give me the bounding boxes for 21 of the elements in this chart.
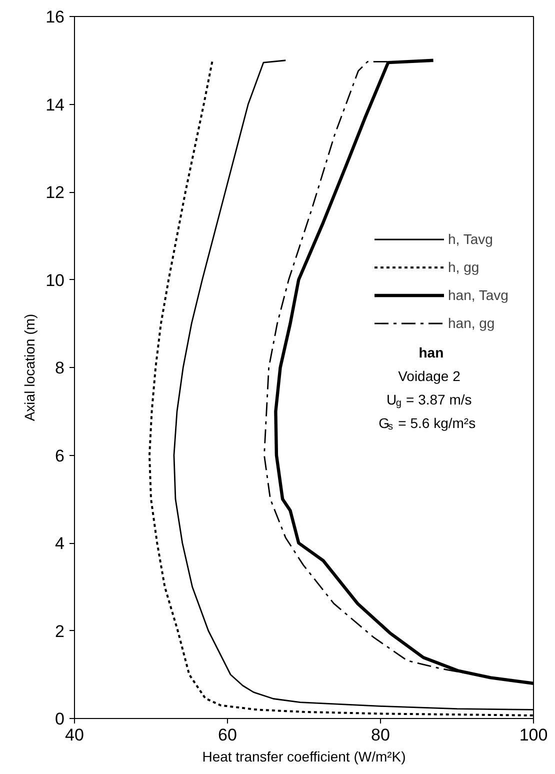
x-tick-label: 100 <box>519 726 548 744</box>
y-tick-label: 8 <box>55 358 65 378</box>
legend-label: han, gg <box>448 315 495 331</box>
y-tick-label: 6 <box>55 446 65 466</box>
x-tick-label: 60 <box>218 726 237 744</box>
y-tick-label: 16 <box>46 8 65 26</box>
legend-label: h, gg <box>448 259 480 275</box>
y-tick-label: 10 <box>46 270 65 290</box>
y-tick-label: 14 <box>46 95 65 114</box>
annotation: han <box>418 344 444 360</box>
x-tick-label: 40 <box>65 726 84 744</box>
y-axis-title: Axial location (m) <box>22 314 38 422</box>
legend-label: han, Tavg <box>448 287 508 303</box>
x-tick-label: 80 <box>371 726 390 744</box>
x-axis-title: Heat transfer coefficient (W/m²K) <box>202 748 406 764</box>
legend-label: h, Tavg <box>448 231 493 247</box>
y-tick-label: 2 <box>55 622 65 641</box>
y-tick-label: 4 <box>55 534 65 553</box>
y-tick-label: 0 <box>55 710 65 728</box>
annotation: Voidage 2 <box>398 368 461 384</box>
y-tick-label: 12 <box>46 183 65 202</box>
